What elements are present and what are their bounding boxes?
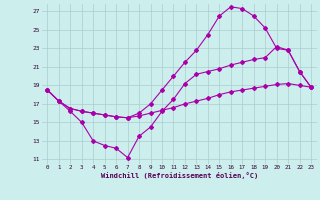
X-axis label: Windchill (Refroidissement éolien,°C): Windchill (Refroidissement éolien,°C) (100, 172, 258, 179)
